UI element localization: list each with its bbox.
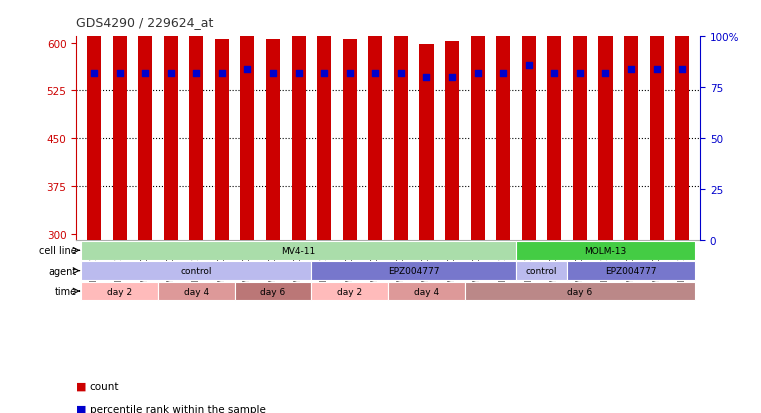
Bar [81,282,158,301]
Point [523,62,535,69]
Bar [547,31,562,240]
Point [164,71,177,77]
Bar [311,282,388,301]
Bar [573,28,587,240]
Text: day 2: day 2 [337,287,362,296]
Bar [388,282,465,301]
Text: percentile rank within the sample: percentile rank within the sample [90,404,266,413]
Text: ■: ■ [76,404,87,413]
Bar [522,0,536,240]
Text: control: control [180,266,212,275]
Point [420,74,432,81]
Point [139,71,151,77]
Bar [470,28,485,240]
Point [651,66,663,73]
Text: cell line: cell line [39,246,77,256]
Bar [234,282,311,301]
Bar [266,40,280,240]
Bar [164,28,178,240]
Bar [87,28,101,240]
Text: EPZ004777: EPZ004777 [388,266,439,275]
Bar [81,241,516,260]
Bar [311,262,516,280]
Text: agent: agent [49,266,77,276]
Text: day 4: day 4 [183,287,209,296]
Text: day 2: day 2 [107,287,132,296]
Text: time: time [55,286,77,296]
Point [472,71,484,77]
Bar [81,262,311,280]
Text: day 6: day 6 [567,287,593,296]
Bar [158,282,234,301]
Bar [394,37,408,240]
Bar [598,21,613,240]
Point [676,66,688,73]
Point [395,71,407,77]
Bar [113,0,126,240]
Text: day 4: day 4 [414,287,439,296]
Point [241,66,253,73]
Bar [419,45,434,240]
Text: GDS4290 / 229624_at: GDS4290 / 229624_at [76,16,214,29]
Bar [567,262,695,280]
Point [267,71,279,77]
Point [369,71,381,77]
Point [113,71,126,77]
Bar [650,0,664,240]
Bar [675,0,689,240]
Text: count: count [90,381,119,391]
Bar [215,40,229,240]
Point [574,71,586,77]
Bar [138,18,152,240]
Bar [317,2,331,240]
Point [216,71,228,77]
Bar [240,34,254,240]
Text: MOLM-13: MOLM-13 [584,246,626,255]
Bar [342,40,357,240]
Bar [189,37,203,240]
Point [344,71,356,77]
Bar [516,262,567,280]
Point [318,71,330,77]
Point [292,71,304,77]
Text: day 6: day 6 [260,287,285,296]
Point [190,71,202,77]
Point [446,74,458,81]
Bar [516,241,695,260]
Bar [624,0,638,240]
Point [625,66,637,73]
Text: control: control [526,266,557,275]
Text: EPZ004777: EPZ004777 [605,266,657,275]
Point [497,71,509,77]
Text: MV4-11: MV4-11 [282,246,316,255]
Bar [496,28,510,240]
Bar [368,34,382,240]
Point [548,71,560,77]
Point [600,71,612,77]
Text: ■: ■ [76,381,87,391]
Bar [445,42,459,240]
Bar [465,282,695,301]
Point [88,71,100,77]
Bar [291,37,306,240]
